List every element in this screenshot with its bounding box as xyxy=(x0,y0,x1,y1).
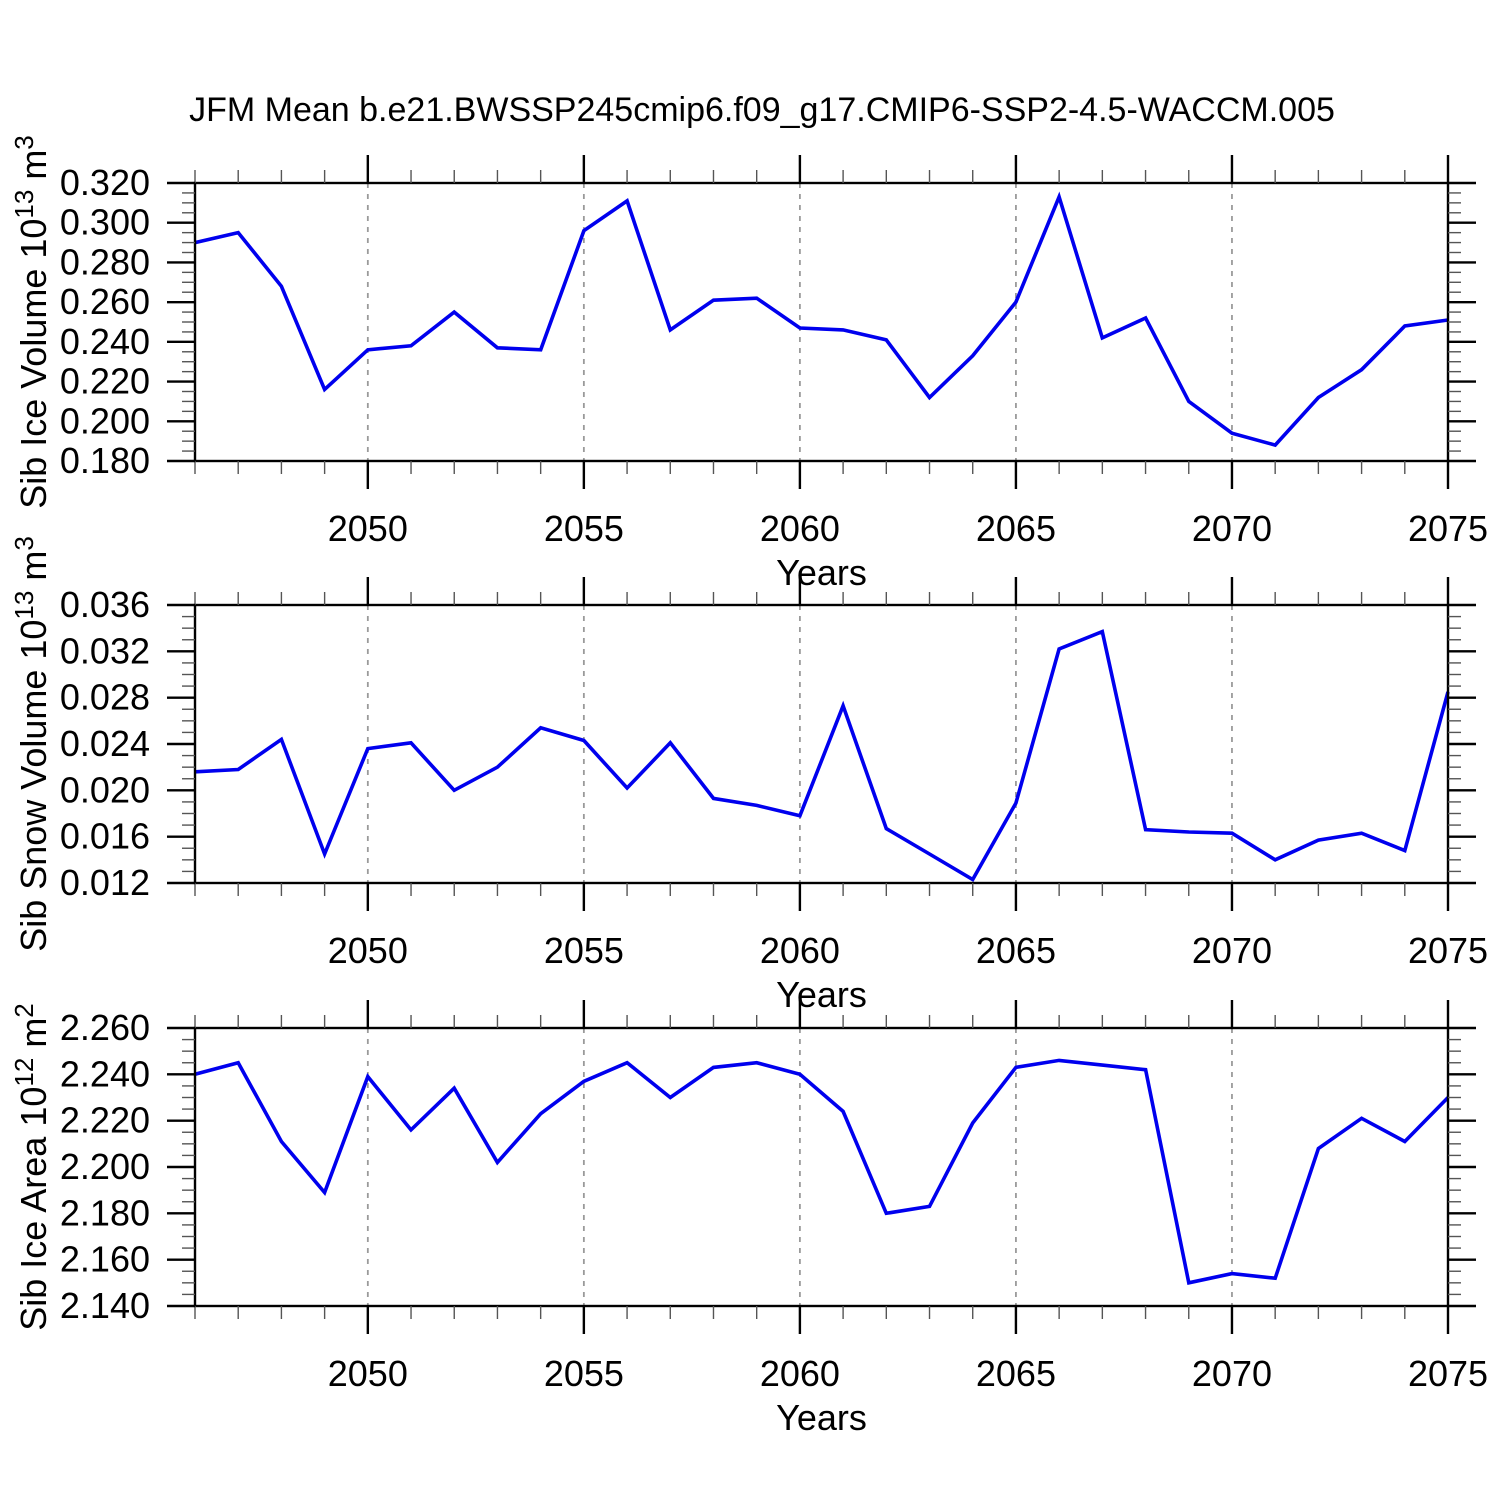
x-tick-label: 2050 xyxy=(328,930,408,971)
y-tick-label: 0.260 xyxy=(60,281,150,322)
x-axis-title-sib-ice-area: Years xyxy=(776,1397,867,1438)
plot-frame-sib-ice-volume xyxy=(193,181,1450,463)
y-tick-label: 0.220 xyxy=(60,361,150,402)
x-tick-label: 2055 xyxy=(544,930,624,971)
y-ticks-sib-ice-area xyxy=(167,1026,1476,1308)
y-axis-title-sib-ice-area: Sib Ice Area 1012​ m2​ xyxy=(9,1003,54,1331)
y-tick-label: 0.200 xyxy=(60,400,150,441)
x-ticks-sib-snow-volume xyxy=(194,577,1450,911)
x-tick-labels-sib-snow-volume: 2050 2055 2060 2065 2070 2075 xyxy=(328,930,1488,971)
y-tick-label: 0.032 xyxy=(60,630,150,671)
chart-title: JFM Mean b.e21.BWSSP245cmip6.f09_g17.CMI… xyxy=(189,91,1335,129)
data-line-sib-ice-volume xyxy=(194,191,1449,448)
y-tick-label: 2.160 xyxy=(60,1239,150,1280)
plot-frame-sib-snow-volume xyxy=(193,603,1450,885)
x-tick-label: 2075 xyxy=(1408,930,1488,971)
x-tick-label: 2060 xyxy=(760,930,840,971)
y-tick-labels-sib-snow-volume: 0.012 0.016 0.020 0.024 0.028 0.032 0.036 xyxy=(60,584,150,903)
x-tick-label: 2050 xyxy=(328,508,408,549)
x-tick-label: 2055 xyxy=(544,508,624,549)
x-ticks-sib-ice-volume xyxy=(194,155,1450,489)
y-tick-label: 0.180 xyxy=(60,440,150,481)
x-tick-label: 2075 xyxy=(1408,508,1488,549)
y-tick-label: 0.020 xyxy=(60,769,150,810)
x-axis-title-sib-ice-volume: Years xyxy=(776,552,867,593)
x-tick-label: 2070 xyxy=(1192,930,1272,971)
y-tick-label: 2.260 xyxy=(60,1007,150,1048)
gridlines-sib-ice-volume xyxy=(366,183,1233,461)
x-tick-label: 2065 xyxy=(976,508,1056,549)
y-tick-label: 0.028 xyxy=(60,677,150,718)
y-axis-title-sib-ice-volume: Sib Ice Volume 1013​ m3​ xyxy=(9,135,54,509)
plot-frame-sib-ice-area xyxy=(193,1026,1450,1308)
x-tick-label: 2070 xyxy=(1192,508,1272,549)
y-tick-label: 0.012 xyxy=(60,862,150,903)
x-tick-label: 2050 xyxy=(328,1353,408,1394)
y-ticks-sib-snow-volume xyxy=(167,603,1476,885)
x-ticks-sib-ice-area xyxy=(194,1000,1450,1334)
x-tick-label: 2065 xyxy=(976,1353,1056,1394)
y-tick-label: 0.036 xyxy=(60,584,150,625)
y-tick-label: 0.320 xyxy=(60,162,150,203)
x-tick-label: 2060 xyxy=(760,508,840,549)
x-tick-labels-sib-ice-volume: 2050 2055 2060 2065 2070 2075 xyxy=(328,508,1488,549)
gridlines-sib-snow-volume xyxy=(366,605,1233,883)
y-ticks-sib-ice-volume xyxy=(167,181,1476,463)
y-tick-label: 0.300 xyxy=(60,202,150,243)
x-tick-label: 2075 xyxy=(1408,1353,1488,1394)
y-tick-labels-sib-ice-area: 2.140 2.160 2.180 2.200 2.220 2.240 2.260 xyxy=(60,1007,150,1326)
x-tick-labels-sib-ice-area: 2050 2055 2060 2065 2070 2075 xyxy=(328,1353,1488,1394)
y-tick-label: 0.240 xyxy=(60,321,150,362)
data-line-sib-ice-area xyxy=(194,1058,1450,1285)
y-tick-label: 2.180 xyxy=(60,1192,150,1233)
panel-sib-ice-volume: 0.1800.2000.2200.2400.2600.2800.3000.320… xyxy=(9,135,1488,593)
data-line-sib-snow-volume xyxy=(194,629,1450,882)
chart-panels: 0.1800.2000.2200.2400.2600.2800.3000.320… xyxy=(9,135,1488,1438)
x-tick-label: 2060 xyxy=(760,1353,840,1394)
y-tick-label: 0.280 xyxy=(60,241,150,282)
x-tick-label: 2070 xyxy=(1192,1353,1272,1394)
y-tick-label: 2.140 xyxy=(60,1285,150,1326)
gridlines-sib-ice-area xyxy=(366,1028,1233,1306)
y-tick-label: 0.024 xyxy=(60,723,150,764)
x-tick-label: 2065 xyxy=(976,930,1056,971)
x-tick-label: 2055 xyxy=(544,1353,624,1394)
y-axis-title-sib-snow-volume: Sib Snow Volume 1013​ m3​ xyxy=(9,536,54,952)
y-tick-label: 2.220 xyxy=(60,1100,150,1141)
x-axis-title-sib-snow-volume: Years xyxy=(776,974,867,1015)
y-tick-label: 2.240 xyxy=(60,1053,150,1094)
y-tick-label: 2.200 xyxy=(60,1146,150,1187)
y-tick-label: 0.016 xyxy=(60,816,150,857)
